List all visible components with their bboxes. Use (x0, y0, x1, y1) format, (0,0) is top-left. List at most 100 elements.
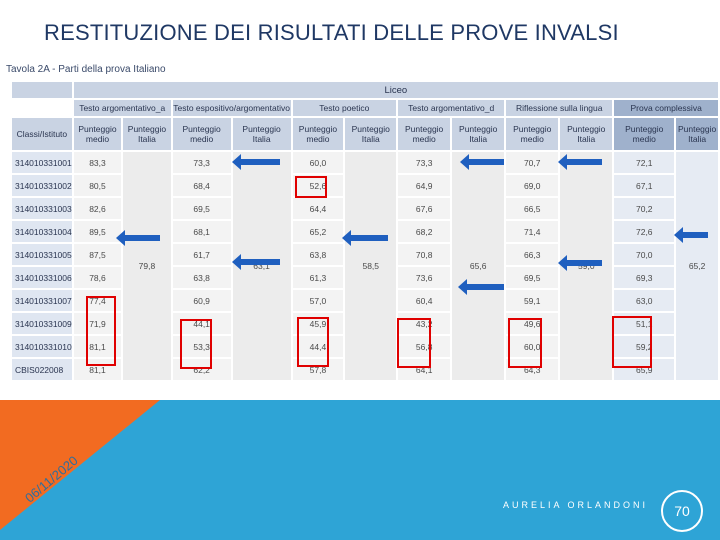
cell-value: 66,5 (506, 198, 559, 219)
school-code: 314010331001 (12, 152, 72, 173)
cell-value: 67,6 (398, 198, 451, 219)
cell-value: 77,4 (73, 290, 122, 311)
school-code: 314010331007 (12, 290, 72, 311)
cell-value: 61,3 (292, 267, 344, 288)
school-code: 314010331006 (12, 267, 72, 288)
arrow-icon (232, 254, 280, 270)
cell-value: 73,6 (398, 267, 451, 288)
cell-value: 70,8 (398, 244, 451, 265)
cell-value: 60,0 (292, 152, 344, 173)
cell-value: 70,7 (506, 152, 559, 173)
table-row: 314010331009 71,9 44,1 45,9 43,2 49,6 51… (12, 313, 718, 334)
column-header-italia: Punteggio Italia (123, 118, 171, 150)
section-header: Testo espositivo/argomentativo (172, 100, 291, 116)
cell-value: 60,4 (398, 290, 451, 311)
italia-value: 63,1 (232, 152, 291, 380)
cell-value: 60,9 (172, 290, 231, 311)
cell-value: 64,9 (398, 175, 451, 196)
highlight-box (612, 316, 652, 368)
page-number: 70 (661, 490, 703, 532)
school-code: 314010331004 (12, 221, 72, 242)
table-row: 314010331005 87,5 61,7 63,8 70,8 66,3 70… (12, 244, 718, 265)
cell-value: 53,3 (172, 336, 231, 357)
table-row: 314010331010 81,1 53,3 44,4 56,8 60,0 59… (12, 336, 718, 357)
arrow-icon (558, 154, 602, 170)
arrow-icon (232, 154, 280, 170)
column-header-italia: Punteggio Italia (452, 118, 505, 150)
school-code: CBIS022008 (12, 359, 72, 380)
cell-value: 83,3 (73, 152, 122, 173)
column-header-medio: Punteggio medio (398, 118, 451, 150)
cell-value: 62,2 (172, 359, 231, 380)
section-header: Prova complessiva (614, 100, 718, 116)
cell-value: 71,9 (73, 313, 122, 334)
section-header: Testo argomentativo_a (73, 100, 171, 116)
results-table: Liceo Testo argomentativo_a Testo esposi… (10, 80, 720, 382)
cell-value: 68,1 (172, 221, 231, 242)
school-code: 314010331003 (12, 198, 72, 219)
school-code: 314010331005 (12, 244, 72, 265)
school-code: 314010331009 (12, 313, 72, 334)
cell-value: 57,8 (292, 359, 344, 380)
arrow-icon (674, 227, 708, 243)
cell-value: 87,5 (73, 244, 122, 265)
cell-value: 78,6 (73, 267, 122, 288)
cell-value: 61,7 (172, 244, 231, 265)
section-header: Testo argomentativo_d (398, 100, 505, 116)
cell-value: 69,5 (172, 198, 231, 219)
highlight-box (295, 176, 327, 198)
school-code: 314010331010 (12, 336, 72, 357)
section-header: Testo poetico (292, 100, 397, 116)
cell-value: 72,1 (614, 152, 675, 173)
column-header-classe: Classi/Istituto (12, 118, 72, 150)
cell-value: 65,2 (292, 221, 344, 242)
liceo-header: Liceo (73, 82, 718, 98)
school-code: 314010331002 (12, 175, 72, 196)
arrow-icon (558, 255, 602, 271)
cell-value: 81,1 (73, 336, 122, 357)
cell-value: 68,4 (172, 175, 231, 196)
highlight-box (297, 317, 329, 367)
cell-value: 64,1 (398, 359, 451, 380)
column-header-medio: Punteggio medio (292, 118, 344, 150)
cell-value: 51,1 (614, 313, 675, 334)
table-row: 314010331006 78,6 63,8 61,3 73,6 69,5 69… (12, 267, 718, 288)
column-header-italia: Punteggio Italia (560, 118, 613, 150)
arrow-icon (116, 230, 160, 246)
column-header-italia: Punteggio Italia (345, 118, 397, 150)
column-header-italia: Punteggio Italia (676, 118, 718, 150)
table-caption: Tavola 2A - Parti della prova Italiano (6, 64, 166, 75)
cell-value: 73,3 (398, 152, 451, 173)
cell-value: 69,0 (506, 175, 559, 196)
italia-value: 79,8 (123, 152, 171, 380)
cell-value: 69,5 (506, 267, 559, 288)
column-header-medio: Punteggio medio (172, 118, 231, 150)
cell-value: 70,2 (614, 198, 675, 219)
cell-value: 65,9 (614, 359, 675, 380)
table-row: 314010331007 77,4 60,9 57,0 60,4 59,1 63… (12, 290, 718, 311)
arrow-icon (458, 279, 504, 295)
cell-value: 67,1 (614, 175, 675, 196)
cell-value: 80,5 (73, 175, 122, 196)
arrow-icon (460, 154, 504, 170)
cell-value: 68,2 (398, 221, 451, 242)
table-row: 314010331001 83,3 79,8 73,3 63,1 60,0 58… (12, 152, 718, 380)
cell-value: 89,5 (73, 221, 122, 242)
cell-value: 72,6 (614, 221, 675, 242)
column-header-medio: Punteggio medio (73, 118, 122, 150)
italia-value: 58,5 (345, 152, 397, 380)
table-row: 314010331003 82,6 69,5 64,4 67,6 66,5 70… (12, 198, 718, 219)
italia-value: 65,6 (452, 152, 505, 380)
cell-value: 64,4 (292, 198, 344, 219)
cell-value: 82,6 (73, 198, 122, 219)
highlight-box (397, 318, 431, 368)
column-header-medio: Punteggio medio (506, 118, 559, 150)
cell-value: 71,4 (506, 221, 559, 242)
table-row: 314010331004 89,5 68,1 65,2 68,2 71,4 72… (12, 221, 718, 242)
cell-value: 44,1 (172, 313, 231, 334)
orange-triangle (0, 400, 160, 530)
cell-value: 60,0 (506, 336, 559, 357)
section-header: Riflessione sulla lingua (506, 100, 613, 116)
cell-value: 44,4 (292, 336, 344, 357)
cell-value: 69,3 (614, 267, 675, 288)
